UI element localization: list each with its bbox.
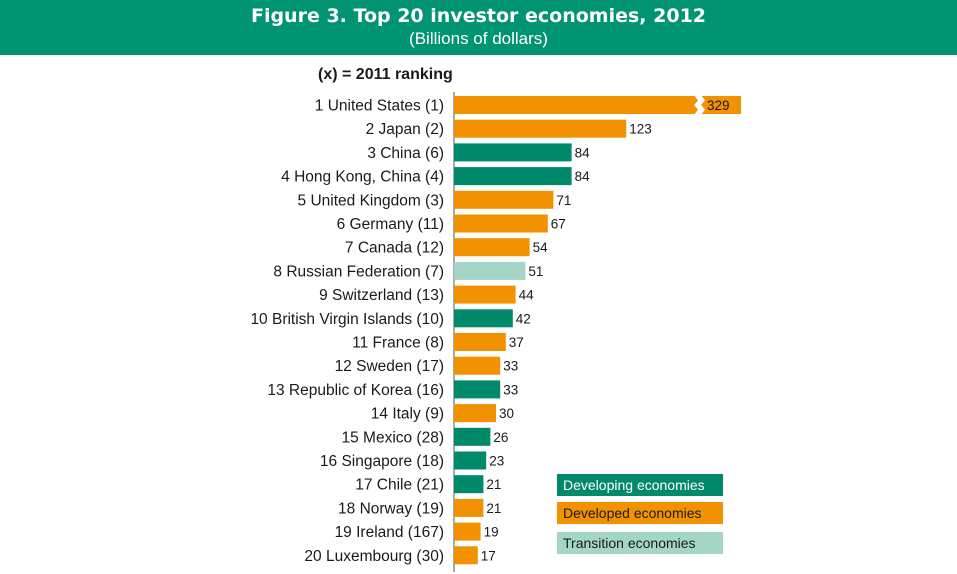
axis-break-mark <box>694 95 705 115</box>
category-label: 20 Luxembourg (30) <box>304 548 444 565</box>
bar <box>454 404 496 423</box>
value-label: 329 <box>707 98 730 113</box>
legend-item-developed: Developed economies <box>557 502 723 524</box>
value-label: 33 <box>503 382 518 397</box>
bar <box>454 190 554 209</box>
category-label: 14 Italy (9) <box>371 406 444 423</box>
category-label: 16 Singapore (18) <box>320 453 444 470</box>
category-label: 6 Germany (11) <box>337 216 444 233</box>
bar <box>454 522 481 541</box>
bar <box>454 498 484 517</box>
value-label: 54 <box>533 240 549 255</box>
value-label: 44 <box>519 288 535 303</box>
category-label: 1 United States (1) <box>315 98 444 115</box>
value-label: 42 <box>516 311 531 326</box>
bar <box>454 380 501 399</box>
category-label: 8 Russian Federation (7) <box>273 263 444 280</box>
legend-item-transition: Transition economies <box>557 532 723 554</box>
bar <box>454 475 484 494</box>
value-label: 67 <box>551 217 566 232</box>
value-label: 23 <box>489 454 504 469</box>
bar <box>454 119 627 138</box>
category-label: 3 China (6) <box>367 145 444 162</box>
value-label: 21 <box>486 501 501 516</box>
bar <box>454 167 572 186</box>
value-label: 17 <box>481 548 496 563</box>
value-label: 26 <box>493 430 508 445</box>
ranking-note: (x) = 2011 ranking <box>318 66 453 83</box>
category-label: 9 Switzerland (13) <box>319 287 444 304</box>
bar <box>454 333 506 351</box>
figure-header: Figure 3. Top 20 investor economies, 201… <box>0 0 957 55</box>
legend-item-developing: Developing economies <box>557 474 723 496</box>
category-label: 18 Norway (19) <box>338 500 444 517</box>
value-label: 21 <box>486 477 501 492</box>
category-label: 5 United Kingdom (3) <box>298 192 444 209</box>
value-label: 84 <box>575 169 591 184</box>
bar <box>454 261 526 280</box>
category-label: 12 Sweden (17) <box>335 358 444 375</box>
category-label: 11 France (8) <box>352 335 444 352</box>
category-label: 17 Chile (21) <box>355 477 444 494</box>
bar <box>454 143 572 162</box>
bar <box>454 451 487 470</box>
category-label: 10 British Virgin Islands (10) <box>250 311 444 328</box>
value-label: 51 <box>528 264 543 279</box>
bar <box>454 546 478 565</box>
value-label: 84 <box>575 145 591 160</box>
value-label: 19 <box>484 525 499 540</box>
category-label: 15 Mexico (28) <box>341 429 444 446</box>
bar <box>454 427 491 446</box>
bar <box>454 96 741 114</box>
category-label: 4 Hong Kong, China (4) <box>281 169 444 186</box>
value-label: 30 <box>499 406 514 421</box>
bar <box>454 238 530 257</box>
bar <box>454 356 501 375</box>
value-label: 123 <box>629 122 652 137</box>
figure-title: Figure 3. Top 20 investor economies, 201… <box>250 5 707 27</box>
bar <box>454 285 516 304</box>
category-label: 2 Japan (2) <box>366 121 444 138</box>
category-label: 13 Republic of Korea (16) <box>267 382 444 399</box>
bar <box>454 309 513 328</box>
value-label: 71 <box>556 193 571 208</box>
bar <box>454 214 548 233</box>
value-label: 33 <box>503 359 518 374</box>
value-label: 37 <box>509 335 524 350</box>
category-label: 7 Canada (12) <box>345 240 444 257</box>
category-label: 19 Ireland (167) <box>335 524 444 541</box>
figure-subtitle: (Billions of dollars) <box>409 29 548 48</box>
